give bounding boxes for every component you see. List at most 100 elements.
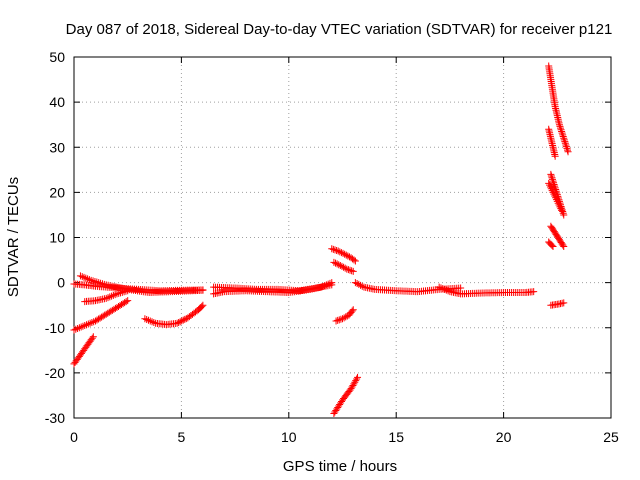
data-point — [144, 316, 152, 324]
data-point — [342, 313, 350, 321]
data-point — [549, 188, 557, 196]
data-point — [178, 317, 186, 325]
data-point — [545, 179, 553, 187]
data-point — [124, 297, 132, 305]
data-point — [561, 139, 569, 147]
data-point — [326, 279, 334, 287]
data-point — [546, 181, 554, 189]
data-point — [550, 190, 558, 198]
arc-series-3 — [81, 287, 132, 306]
data-point — [331, 246, 339, 254]
data-point — [444, 287, 452, 295]
data-point — [122, 287, 130, 295]
data-point — [336, 248, 344, 256]
data-point — [337, 249, 345, 257]
y-axis-ticks: -30 -20 -10 0 10 20 30 40 50 — [45, 49, 611, 426]
data-point — [181, 315, 189, 323]
data-point — [558, 206, 566, 214]
data-point — [548, 241, 556, 249]
data-point — [346, 266, 354, 274]
data-point — [562, 141, 570, 149]
grid — [74, 57, 611, 418]
data-point — [106, 293, 114, 301]
data-point — [337, 315, 345, 323]
data-point — [102, 294, 110, 302]
data-point — [457, 284, 465, 292]
data-point — [341, 250, 349, 258]
x-tick-label: 15 — [388, 429, 404, 445]
data-point — [551, 192, 559, 200]
data-point — [90, 318, 98, 326]
data-point — [321, 282, 329, 290]
data-point — [340, 314, 348, 322]
data-point — [111, 291, 119, 299]
data-point — [319, 282, 327, 290]
data-point — [349, 306, 357, 314]
data-point — [333, 260, 341, 268]
data-point — [75, 324, 83, 332]
arc-series-15 — [545, 62, 572, 156]
data-point — [150, 318, 158, 326]
data-point — [554, 199, 562, 207]
data-point — [353, 375, 361, 383]
data-point — [124, 287, 132, 295]
arc-series-6 — [141, 301, 207, 329]
data-point — [117, 289, 125, 297]
data-point — [546, 183, 554, 191]
data-point — [548, 175, 556, 183]
data-point — [547, 170, 555, 178]
data-point — [549, 177, 557, 185]
data-point — [549, 243, 557, 251]
data-point — [113, 290, 121, 298]
data-point — [122, 298, 130, 306]
arc-series-4 — [70, 297, 132, 334]
data-point — [141, 315, 149, 323]
data-point — [333, 246, 341, 254]
arc-series-14 — [435, 283, 538, 298]
y-tick-label: 20 — [49, 184, 65, 200]
data-point — [550, 180, 558, 188]
data-point — [556, 122, 564, 130]
arc-series-9 — [328, 245, 359, 265]
data-point — [115, 289, 123, 297]
data-point — [342, 251, 350, 259]
data-point — [439, 285, 447, 293]
data-point — [175, 318, 183, 326]
data-point — [557, 124, 565, 132]
data-point — [173, 319, 181, 327]
data-point — [530, 288, 538, 296]
arc-series-18 — [545, 179, 566, 214]
data-point — [148, 318, 156, 326]
data-point — [348, 267, 356, 275]
data-point — [343, 265, 351, 273]
data-point — [338, 262, 346, 270]
arc-series-11 — [332, 306, 357, 325]
data-point — [349, 267, 357, 275]
data-point — [104, 294, 112, 302]
data-point — [324, 280, 332, 288]
data-point — [120, 288, 128, 296]
data-point — [334, 247, 342, 255]
data-point — [552, 194, 560, 202]
data-point — [89, 333, 97, 341]
arc-series-19 — [547, 222, 568, 251]
data-point — [435, 283, 443, 291]
data-point — [77, 323, 85, 331]
data-point — [118, 288, 126, 296]
data-point — [344, 266, 352, 274]
arc-series-5 — [70, 333, 97, 368]
data-point — [340, 263, 348, 271]
x-axis-ticks: 0 5 10 15 20 25 — [70, 57, 619, 445]
x-tick-label: 5 — [178, 429, 186, 445]
data-point — [547, 185, 555, 193]
arc-series-8 — [210, 279, 336, 295]
data-point — [557, 126, 565, 134]
data-point — [82, 274, 90, 282]
data-point — [355, 280, 363, 288]
x-tick-label: 0 — [70, 429, 78, 445]
data-point — [328, 279, 336, 287]
data-point — [86, 319, 94, 327]
data-point — [78, 273, 86, 281]
data-point — [329, 245, 337, 253]
